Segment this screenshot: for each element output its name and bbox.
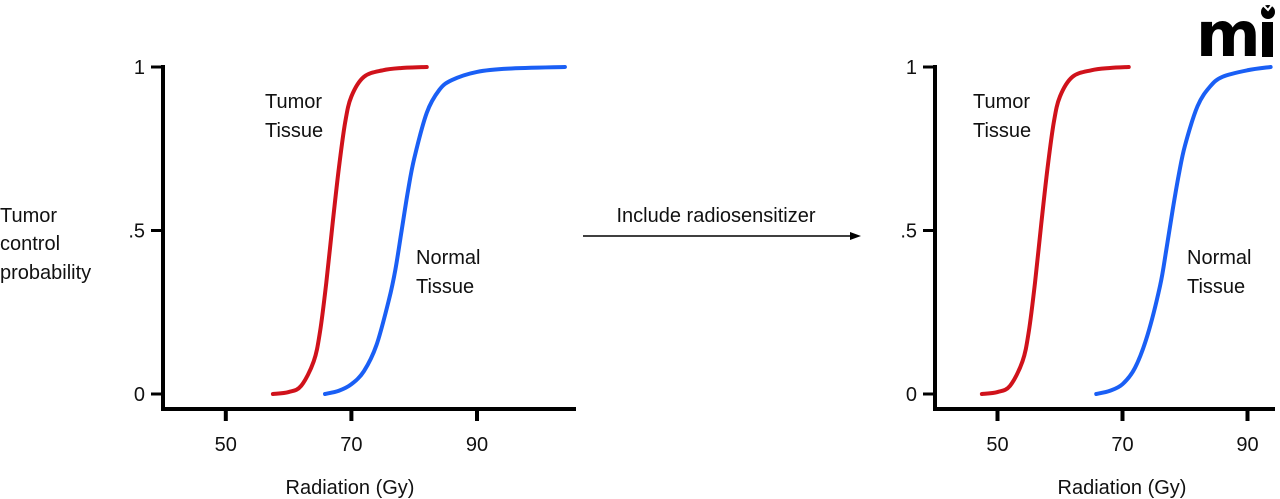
y-tick-label: .5 — [128, 221, 145, 243]
transition-arrow: Include radiosensitizer — [583, 205, 861, 240]
tumor-tissue-label: Tumor — [973, 91, 1030, 113]
y-axis-label-line-1: Tumor — [0, 205, 57, 227]
y-tick-label: 0 — [906, 384, 917, 406]
y-tick-label: .5 — [900, 221, 917, 243]
x-tick-label: 70 — [1111, 434, 1133, 456]
logo-i-stem — [1262, 22, 1273, 57]
normal-tissue-label: Tissue — [416, 276, 474, 298]
tumor-tissue-label: Tissue — [973, 120, 1031, 142]
tumor-tissue-label: Tumor — [265, 91, 322, 113]
normal-tissue-label: Normal — [1187, 247, 1251, 269]
y-tick-label: 0 — [134, 384, 145, 406]
x-tick-label: 90 — [1236, 434, 1258, 456]
x-tick-label: 70 — [340, 434, 362, 456]
tumor-tissue-curve — [270, 65, 429, 396]
chart-with-radiosensitizer: 0 .5 1 50 70 90 Radiation (Gy) Tumor Tissue Norma… — [900, 57, 1275, 499]
y-axis-label-line-2: control — [0, 233, 60, 255]
x-tick-label: 90 — [466, 434, 488, 456]
normal-tissue-label: Tissue — [1187, 276, 1245, 298]
logo-check-icon — [1260, 0, 1276, 12]
logo-text: m — [1196, 0, 1256, 71]
y-axis-label-line-3: probability — [0, 262, 91, 284]
y-tick-label: 1 — [134, 57, 145, 79]
x-tick-label: 50 — [215, 434, 237, 456]
logo-dot — [1261, 5, 1275, 19]
logo: m — [1196, 0, 1276, 71]
normal-tissue-curve — [323, 65, 567, 396]
chart-without-radiosensitizer: 0 .5 1 50 70 90 Radiation (Gy) Tumor Tissue Norma… — [128, 57, 576, 499]
normal-tissue-label: Normal — [416, 247, 480, 269]
normal-tissue-curve — [1094, 65, 1273, 396]
x-axis-label: Radiation (Gy) — [1058, 477, 1187, 499]
arrow-label: Include radiosensitizer — [617, 205, 816, 227]
x-tick-label: 50 — [986, 434, 1008, 456]
arrow-head-icon — [850, 232, 861, 240]
tumor-tissue-label: Tissue — [265, 120, 323, 142]
y-tick-label: 1 — [906, 57, 917, 79]
tumor-tissue-curve — [979, 65, 1131, 396]
x-axis-label: Radiation (Gy) — [286, 477, 415, 499]
